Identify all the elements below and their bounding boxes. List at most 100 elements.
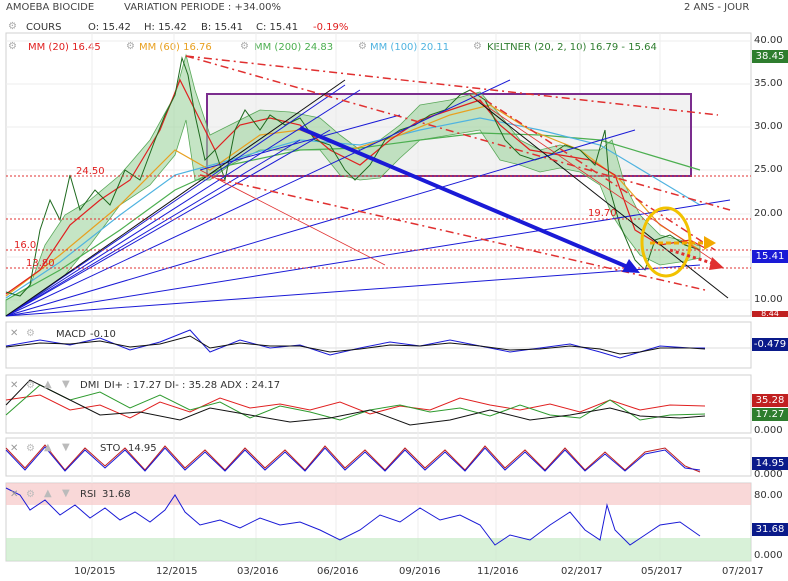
y-tick-10: 10.00 <box>754 294 783 305</box>
big-blue-arrow[interactable] <box>299 126 631 270</box>
gear-icon[interactable]: ⚙ <box>240 41 249 52</box>
sto-panel-frame <box>5 437 752 477</box>
rsi-label: RSI <box>80 489 97 500</box>
y-tick-25: 25.00 <box>754 164 783 175</box>
level-label-24: 24.50 <box>76 166 105 177</box>
dmi-panel-frame <box>5 374 752 434</box>
x-tick: 11/2016 <box>477 566 519 577</box>
gear-icon[interactable]: ⚙ <box>126 41 135 52</box>
close-icon[interactable]: ✕ <box>10 328 19 339</box>
high-value: H: 15.42 <box>144 22 187 33</box>
red-arrow-head <box>709 257 724 270</box>
red-channel-lines <box>185 55 731 291</box>
cours-label: COURS <box>26 22 62 33</box>
macd-value: -0.10 <box>90 329 116 340</box>
macd-panel-frame <box>5 321 752 369</box>
macd-line <box>5 329 705 359</box>
sto-line <box>5 446 701 472</box>
rsi-tick-0: 0.000 <box>754 550 783 561</box>
dmi-zero-tick: 0.000 <box>754 425 783 436</box>
macd-signal-line <box>5 335 706 355</box>
dmi-plus-line <box>5 384 706 421</box>
gear-icon[interactable]: ⚙ <box>26 328 35 339</box>
variation-period: VARIATION PERIODE : +34.00% <box>124 2 281 13</box>
y-tick-30: 30.00 <box>754 121 783 132</box>
dmi-minus-line <box>5 394 706 419</box>
mm20-line <box>5 78 706 295</box>
horizontal-levels <box>6 175 751 269</box>
x-tick: 09/2016 <box>399 566 441 577</box>
x-tick: 12/2015 <box>156 566 198 577</box>
x-tick: 05/2017 <box>641 566 683 577</box>
y-tick-20: 20.00 <box>754 208 783 219</box>
keltner-legend[interactable]: KELTNER (20, 2, 10) 16.79 - 15.64 <box>487 42 657 53</box>
stock-title: AMOEBA BIOCIDE <box>6 2 95 13</box>
red-dotted-arrow <box>669 248 719 267</box>
sto-value: 14.95 <box>128 443 157 454</box>
price-line <box>5 56 701 297</box>
red-thin-lines <box>199 94 721 266</box>
rsi-value-box: 31.68 <box>752 523 788 536</box>
arrow-down-icon[interactable]: ▼ <box>62 488 70 499</box>
arrow-up-icon[interactable]: ▲ <box>44 442 52 453</box>
mm100-line <box>5 117 701 299</box>
chart-header: AMOEBA BIOCIDE VARIATION PERIODE : +34.0… <box>0 0 788 14</box>
adx-line <box>5 379 706 426</box>
gear-icon[interactable]: ⚙ <box>26 380 35 391</box>
mm60-legend[interactable]: MM (60) 16.76 <box>139 42 212 53</box>
gear-icon[interactable]: ⚙ <box>8 21 17 32</box>
low-value-box: 8.44 <box>752 311 788 317</box>
orange-arrow-head <box>704 236 716 250</box>
rsi-oversold-zone <box>6 538 751 561</box>
rsi-value: 31.68 <box>102 489 131 500</box>
gear-icon[interactable]: ⚙ <box>26 489 35 500</box>
y-tick-35: 35.00 <box>754 78 783 89</box>
x-tick: 02/2017 <box>561 566 603 577</box>
y-tick-40: 40.00 <box>754 35 783 46</box>
close-icon[interactable]: ✕ <box>10 380 19 391</box>
level-label-13: 13.80 <box>26 258 55 269</box>
x-tick: 07/2017 <box>722 566 764 577</box>
dmi-values: DI+ : 17.27 DI- : 35.28 ADX : 24.17 <box>104 380 281 391</box>
gear-icon[interactable]: ⚙ <box>473 41 482 52</box>
arrow-up-icon[interactable]: ▲ <box>44 488 52 499</box>
change-value: -0.19% <box>313 22 349 33</box>
mm200-value-box: 38.45 <box>752 50 788 63</box>
blue-arrow-head <box>622 259 640 273</box>
level-label-19: 19.70 <box>588 208 617 219</box>
mm20-legend[interactable]: MM (20) 16.45 <box>28 42 101 53</box>
x-tick: 06/2016 <box>317 566 359 577</box>
x-tick: 10/2015 <box>74 566 116 577</box>
mm200-legend[interactable]: MM (200) 24.83 <box>254 42 334 53</box>
dmi-label: DMI <box>80 380 100 391</box>
mm100-legend[interactable]: MM (100) 20.11 <box>370 42 450 53</box>
open-value: O: 15.42 <box>88 22 131 33</box>
sto-signal-line <box>5 444 701 473</box>
rsi-tick-80: 80.00 <box>754 490 783 501</box>
rsi-overbought-zone <box>6 483 751 505</box>
close-icon[interactable]: ✕ <box>10 489 19 500</box>
low-value: B: 15.41 <box>201 22 244 33</box>
sto-label: STO <box>100 443 121 454</box>
last-price-box: 15.41 <box>752 250 788 263</box>
main-panel-frame <box>5 32 752 317</box>
arrow-down-icon[interactable]: ▼ <box>62 379 70 390</box>
gear-icon[interactable]: ⚙ <box>26 443 35 454</box>
macd-value-box: -0.479 <box>752 338 788 351</box>
dmi-minus-box: 35.28 <box>752 394 788 407</box>
period-label[interactable]: 2 ANS - JOUR <box>684 2 750 13</box>
dmi-plus-box: 17.27 <box>752 408 788 421</box>
arrow-down-icon[interactable]: ▼ <box>62 442 70 453</box>
sto-zero-tick: 0.000 <box>754 469 783 480</box>
level-label-16: 16.0 <box>14 240 37 251</box>
sto-value-box: 14.95 <box>752 457 788 470</box>
mm60-line <box>5 104 701 297</box>
x-tick: 03/2016 <box>237 566 279 577</box>
gear-icon[interactable]: ⚙ <box>8 41 17 52</box>
close-icon[interactable]: ✕ <box>10 443 19 454</box>
close-value: C: 15.41 <box>256 22 299 33</box>
arrow-up-icon[interactable]: ▲ <box>44 379 52 390</box>
rsi-line <box>5 487 701 546</box>
gear-icon[interactable]: ⚙ <box>358 41 367 52</box>
